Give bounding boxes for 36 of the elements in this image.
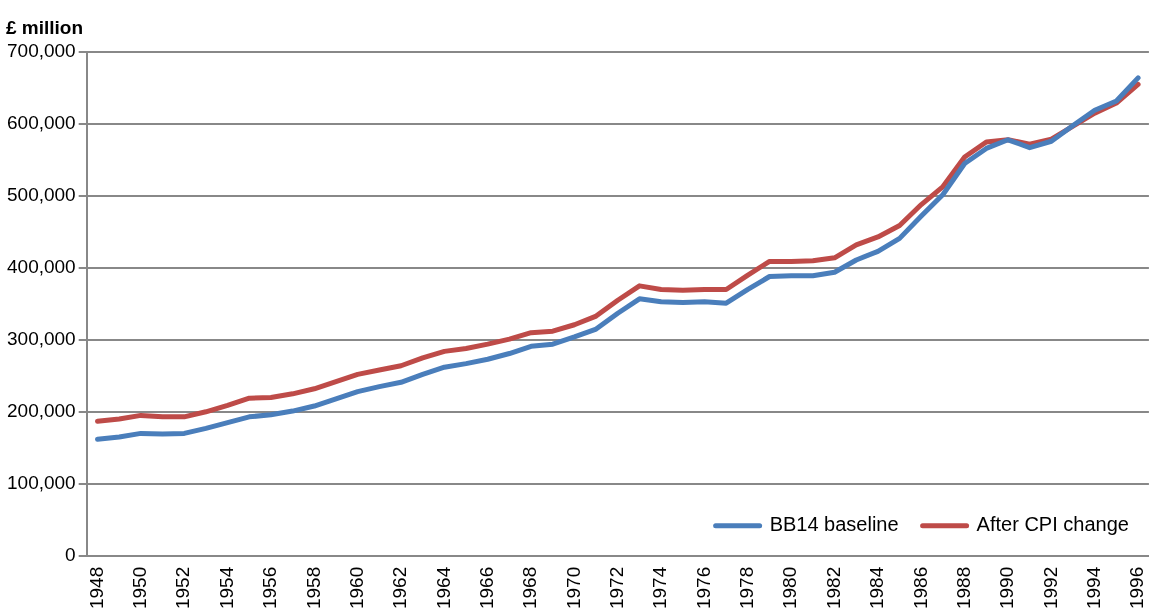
y-tick-label: 500,000 [6,184,76,206]
x-tick-label: 1972 [606,566,628,610]
y-tick-label: 200,000 [6,400,76,422]
x-tick-label: 1956 [259,566,281,610]
x-tick-label: 1988 [952,566,974,610]
x-tick-label: 1966 [475,566,497,610]
x-tick-label: 1952 [172,566,194,610]
x-tick-label: 1970 [562,566,584,610]
x-tick-label: 1992 [1039,566,1061,610]
x-tick-label: 1968 [519,566,541,610]
x-tick-label: 1950 [129,566,151,610]
y-tick-label: 400,000 [6,256,76,278]
x-tick-label: 1990 [996,566,1018,610]
x-tick-label: 1962 [389,566,411,610]
x-tick-label: 1954 [215,566,237,610]
x-tick-label: 1982 [822,566,844,610]
legend-label: After CPI change [976,513,1129,536]
y-tick-label: 0 [65,543,76,565]
x-tick-label: 1978 [736,566,758,610]
x-tick-label: 1976 [692,566,714,610]
y-tick-label: 700,000 [6,40,76,62]
x-tick-label: 1948 [85,566,107,610]
x-tick-label: 1994 [1082,566,1104,610]
x-tick-label: 1964 [432,566,454,610]
y-tick-label: 300,000 [6,328,76,350]
legend-label: BB14 baseline [769,513,899,536]
x-tick-label: 1958 [302,566,324,610]
x-tick-label: 1986 [909,566,931,610]
x-tick-label: 1984 [866,566,888,610]
y-tick-label: 600,000 [6,112,76,134]
x-tick-label: 1996 [1126,566,1148,610]
y-tick-label: 100,000 [6,472,76,494]
y-axis-title: £ million [6,16,84,38]
x-tick-label: 1974 [649,566,671,610]
x-tick-label: 1980 [779,566,801,610]
x-tick-label: 1960 [345,566,367,610]
